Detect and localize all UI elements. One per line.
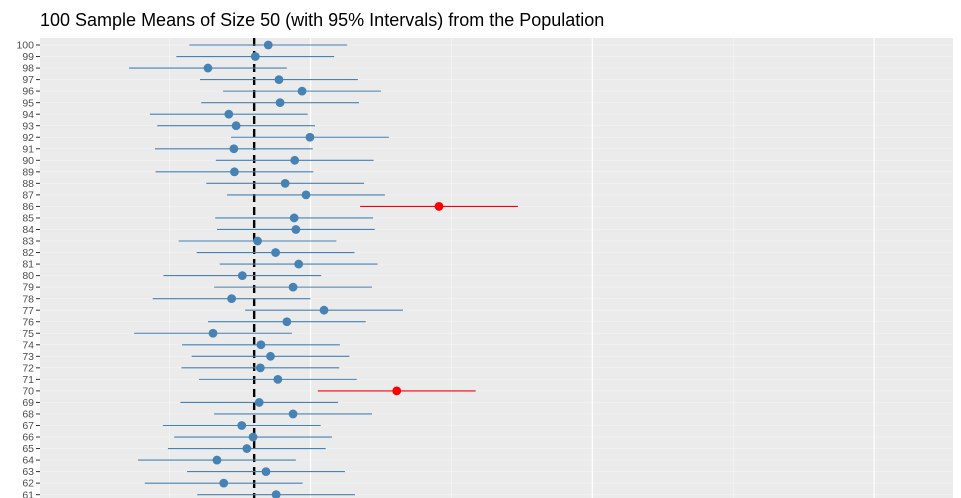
y-tick-label: 71 xyxy=(22,374,34,386)
sample-mean-point-97 xyxy=(274,75,284,84)
y-tick-label: 75 xyxy=(22,328,34,340)
sample-mean-point-75 xyxy=(208,328,218,338)
plot-panel-background xyxy=(40,38,953,498)
y-tick-label: 97 xyxy=(22,74,34,86)
sample-mean-point-86 xyxy=(434,202,444,211)
y-tick-label: 95 xyxy=(22,97,34,109)
y-tick-label: 73 xyxy=(22,351,34,363)
y-tick-label: 84 xyxy=(22,224,34,236)
y-tick-label: 70 xyxy=(22,386,34,398)
y-tick-label: 68 xyxy=(22,409,34,421)
y-tick-label: 85 xyxy=(22,213,34,225)
sample-means xyxy=(203,40,444,498)
y-tick-label: 96 xyxy=(22,86,34,98)
sample-mean-point-99 xyxy=(250,52,260,61)
y-tick-label: 88 xyxy=(22,178,34,190)
sample-mean-point-89 xyxy=(230,167,239,177)
y-tick-label: 82 xyxy=(22,247,34,259)
y-tick-label: 91 xyxy=(22,143,34,155)
y-tick-label: 79 xyxy=(22,282,34,294)
sample-mean-point-72 xyxy=(255,363,265,373)
y-tick-label: 80 xyxy=(22,270,34,282)
y-tick-label: 65 xyxy=(22,443,34,455)
y-tick-label: 69 xyxy=(22,397,34,409)
y-tick-label: 100 xyxy=(16,40,34,52)
y-tick-label: 66 xyxy=(22,432,34,444)
sample-mean-point-66 xyxy=(248,432,258,442)
sample-mean-point-95 xyxy=(275,98,285,108)
y-axis: 1009998979695949392919089888786858483828… xyxy=(16,40,40,498)
sample-mean-point-87 xyxy=(301,190,311,200)
sample-mean-point-84 xyxy=(291,225,301,234)
sample-mean-point-74 xyxy=(256,340,266,350)
y-tick-label: 89 xyxy=(22,166,34,178)
sample-mean-point-62 xyxy=(219,478,229,488)
y-tick-label: 78 xyxy=(22,293,34,305)
sample-mean-point-68 xyxy=(288,409,298,419)
y-tick-label: 61 xyxy=(22,489,34,498)
sample-mean-point-94 xyxy=(224,109,234,119)
sample-mean-point-81 xyxy=(294,259,304,269)
y-tick-label: 99 xyxy=(22,51,34,63)
y-tick-label: 94 xyxy=(22,109,34,121)
sample-mean-point-96 xyxy=(297,86,307,96)
y-tick-label: 90 xyxy=(22,155,34,167)
sample-mean-point-76 xyxy=(282,317,292,327)
sample-mean-point-61 xyxy=(271,490,281,498)
y-tick-label: 93 xyxy=(22,120,34,132)
y-tick-label: 98 xyxy=(22,63,34,75)
y-tick-label: 81 xyxy=(22,259,34,271)
sample-mean-point-63 xyxy=(261,467,271,477)
sample-mean-point-67 xyxy=(237,421,247,430)
sample-mean-point-100 xyxy=(263,40,273,50)
sample-mean-point-88 xyxy=(280,178,290,188)
sample-mean-point-70 xyxy=(392,386,402,396)
y-tick-label: 62 xyxy=(22,478,34,490)
sample-mean-point-82 xyxy=(271,248,280,257)
y-tick-label: 92 xyxy=(22,132,34,144)
sample-mean-point-98 xyxy=(203,63,213,73)
y-tick-label: 86 xyxy=(22,201,34,213)
sample-mean-point-79 xyxy=(288,282,298,292)
sample-mean-point-85 xyxy=(289,213,299,223)
y-tick-label: 76 xyxy=(22,316,34,328)
y-tick-label: 63 xyxy=(22,466,34,478)
sample-mean-point-93 xyxy=(231,121,241,131)
sample-mean-point-64 xyxy=(212,455,222,465)
sample-mean-point-92 xyxy=(305,132,315,142)
sample-mean-point-80 xyxy=(237,271,247,280)
y-tick-label: 87 xyxy=(22,189,34,201)
sample-mean-point-69 xyxy=(254,398,264,407)
y-tick-label: 77 xyxy=(22,305,34,317)
sample-mean-point-77 xyxy=(319,305,329,315)
sample-mean-point-73 xyxy=(266,351,275,361)
chart-title: 100 Sample Means of Size 50 (with 95% In… xyxy=(40,10,605,30)
sample-mean-point-90 xyxy=(290,155,300,165)
sample-mean-point-65 xyxy=(242,444,252,453)
y-tick-label: 72 xyxy=(22,362,34,374)
sample-mean-point-78 xyxy=(227,294,237,304)
y-tick-label: 64 xyxy=(22,455,34,467)
y-tick-label: 74 xyxy=(22,339,34,351)
y-tick-label: 83 xyxy=(22,236,34,248)
sample-mean-point-83 xyxy=(253,236,262,246)
sample-mean-point-71 xyxy=(273,374,283,384)
y-tick-label: 67 xyxy=(22,420,34,432)
sample-mean-point-91 xyxy=(229,144,239,154)
